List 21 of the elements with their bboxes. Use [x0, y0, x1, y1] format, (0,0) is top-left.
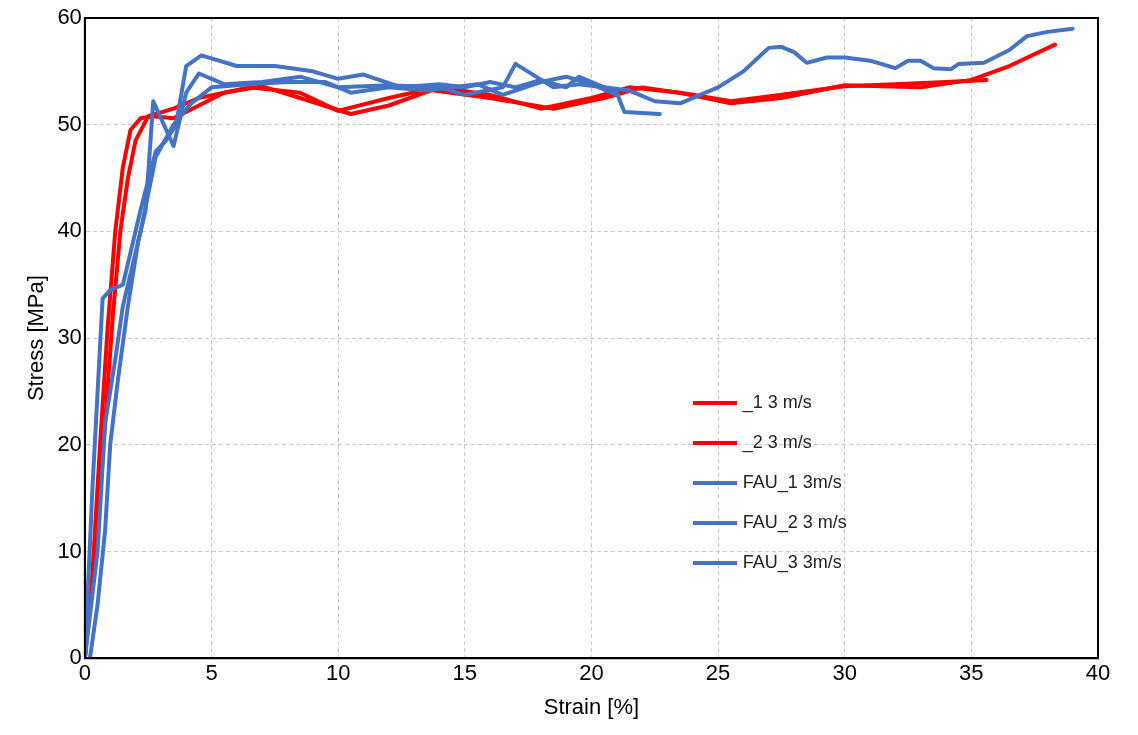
legend-label: FAU_2 3 m/s — [742, 512, 847, 534]
x-tick-label: 15 — [452, 660, 478, 686]
x-tick-label: 40 — [1085, 660, 1111, 686]
x-axis-title: Strain [%] — [543, 693, 640, 719]
legend-label: _2 3 m/s — [742, 432, 812, 454]
y-tick-label: 20 — [57, 430, 82, 456]
legend-label: FAU_3 3m/s — [742, 552, 842, 574]
legend-label: _1 3 m/s — [742, 392, 812, 414]
y-tick-label: 10 — [57, 537, 82, 563]
y-tick-label: 30 — [57, 324, 82, 350]
x-tick-label: 25 — [705, 660, 731, 686]
x-tick-label: 20 — [579, 660, 604, 686]
y-axis-title: Stress [MPa] — [23, 275, 49, 402]
legend-label: FAU_1 3m/s — [742, 472, 842, 494]
y-tick-label: 60 — [57, 4, 82, 30]
x-tick-label: 30 — [832, 660, 857, 686]
y-tick-label: 50 — [57, 110, 82, 136]
y-tick-label: 40 — [57, 217, 82, 243]
x-tick-label: 35 — [959, 660, 984, 686]
x-tick-label: 10 — [325, 660, 351, 686]
x-tick-label: 5 — [205, 660, 218, 686]
